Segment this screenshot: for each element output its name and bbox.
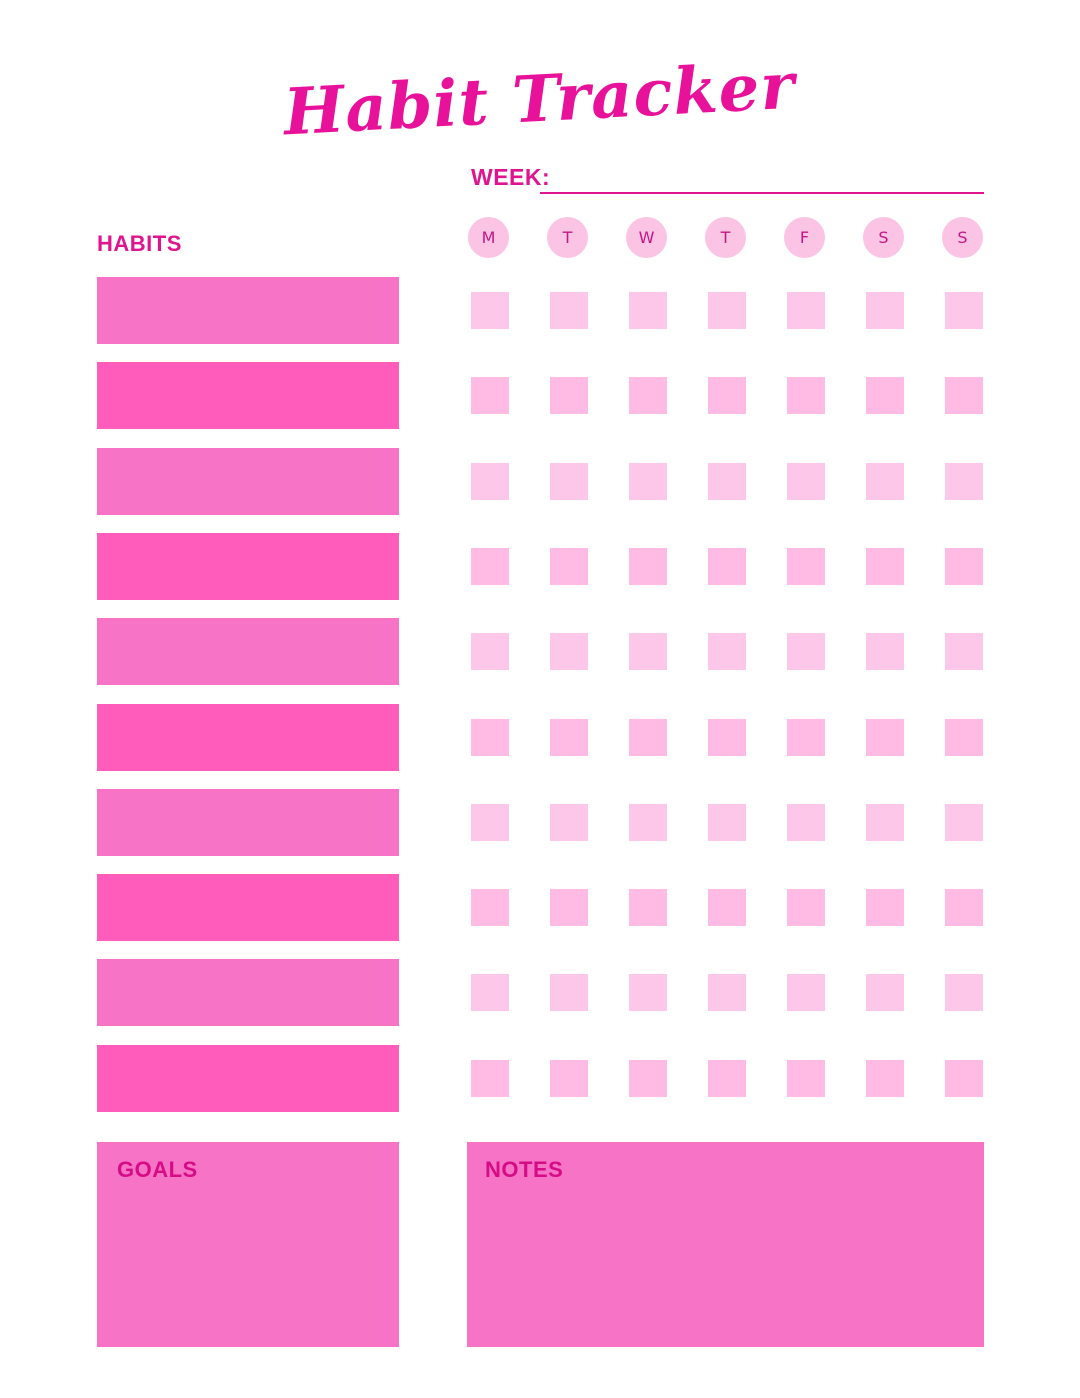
habit-2-day-6-checkbox[interactable]: [866, 377, 904, 414]
habit-6-day-7-checkbox[interactable]: [945, 719, 983, 756]
habit-8-day-4-checkbox[interactable]: [708, 889, 746, 926]
habit-4-day-1-checkbox[interactable]: [471, 548, 509, 585]
habit-5-day-1-checkbox[interactable]: [471, 633, 509, 670]
habit-10-day-2-checkbox[interactable]: [550, 1060, 588, 1097]
habit-8-day-2-checkbox[interactable]: [550, 889, 588, 926]
day-thursday: T: [705, 217, 746, 258]
habit-1-day-4-checkbox[interactable]: [708, 292, 746, 329]
habit-7-day-3-checkbox[interactable]: [629, 804, 667, 841]
habit-5-day-7-checkbox[interactable]: [945, 633, 983, 670]
habit-6-day-3-checkbox[interactable]: [629, 719, 667, 756]
habit-10-day-6-checkbox[interactable]: [866, 1060, 904, 1097]
habit-5-day-3-checkbox[interactable]: [629, 633, 667, 670]
habit-4-day-4-checkbox[interactable]: [708, 548, 746, 585]
habit-6-day-4-checkbox[interactable]: [708, 719, 746, 756]
habit-9-day-5-checkbox[interactable]: [787, 974, 825, 1011]
habit-10-day-7-checkbox[interactable]: [945, 1060, 983, 1097]
habit-1-day-2-checkbox[interactable]: [550, 292, 588, 329]
habit-1-day-6-checkbox[interactable]: [866, 292, 904, 329]
habit-input-4[interactable]: [97, 533, 399, 600]
habit-9-day-7-checkbox[interactable]: [945, 974, 983, 1011]
week-input-line[interactable]: [540, 192, 984, 194]
habit-2-day-3-checkbox[interactable]: [629, 377, 667, 414]
habit-9-day-6-checkbox[interactable]: [866, 974, 904, 1011]
habit-3-day-6-checkbox[interactable]: [866, 463, 904, 500]
day-monday: M: [468, 217, 509, 258]
habit-10-day-3-checkbox[interactable]: [629, 1060, 667, 1097]
habit-5-day-4-checkbox[interactable]: [708, 633, 746, 670]
habit-input-8[interactable]: [97, 874, 399, 941]
habit-10-day-1-checkbox[interactable]: [471, 1060, 509, 1097]
habit-6-day-1-checkbox[interactable]: [471, 719, 509, 756]
habit-4-day-3-checkbox[interactable]: [629, 548, 667, 585]
habit-3-day-7-checkbox[interactable]: [945, 463, 983, 500]
habit-input-2[interactable]: [97, 362, 399, 429]
habit-6-day-2-checkbox[interactable]: [550, 719, 588, 756]
habit-9-day-3-checkbox[interactable]: [629, 974, 667, 1011]
habit-3-day-1-checkbox[interactable]: [471, 463, 509, 500]
goals-panel[interactable]: GOALS: [97, 1142, 399, 1347]
habit-8-day-5-checkbox[interactable]: [787, 889, 825, 926]
habit-10-day-5-checkbox[interactable]: [787, 1060, 825, 1097]
habit-2-day-1-checkbox[interactable]: [471, 377, 509, 414]
habit-5-day-2-checkbox[interactable]: [550, 633, 588, 670]
day-sunday: S: [942, 217, 983, 258]
week-label: WEEK:: [471, 164, 551, 190]
habit-7-day-4-checkbox[interactable]: [708, 804, 746, 841]
habit-1-day-5-checkbox[interactable]: [787, 292, 825, 329]
habit-input-5[interactable]: [97, 618, 399, 685]
habit-9-day-4-checkbox[interactable]: [708, 974, 746, 1011]
habit-7-day-5-checkbox[interactable]: [787, 804, 825, 841]
habit-7-day-1-checkbox[interactable]: [471, 804, 509, 841]
habit-6-day-6-checkbox[interactable]: [866, 719, 904, 756]
habit-1-day-3-checkbox[interactable]: [629, 292, 667, 329]
habit-4-day-5-checkbox[interactable]: [787, 548, 825, 585]
habit-3-day-3-checkbox[interactable]: [629, 463, 667, 500]
habit-8-day-6-checkbox[interactable]: [866, 889, 904, 926]
habit-input-9[interactable]: [97, 959, 399, 1026]
page-title: Habit Tracker: [281, 48, 797, 151]
habit-input-7[interactable]: [97, 789, 399, 856]
habit-7-day-6-checkbox[interactable]: [866, 804, 904, 841]
habit-2-day-7-checkbox[interactable]: [945, 377, 983, 414]
habits-label: HABITS: [97, 231, 182, 256]
habit-4-day-2-checkbox[interactable]: [550, 548, 588, 585]
day-friday: F: [784, 217, 825, 258]
habit-8-day-3-checkbox[interactable]: [629, 889, 667, 926]
habit-2-day-2-checkbox[interactable]: [550, 377, 588, 414]
habit-9-day-2-checkbox[interactable]: [550, 974, 588, 1011]
day-wednesday: W: [626, 217, 667, 258]
habit-4-day-6-checkbox[interactable]: [866, 548, 904, 585]
habit-3-day-2-checkbox[interactable]: [550, 463, 588, 500]
goals-label: GOALS: [117, 1157, 198, 1182]
habit-2-day-4-checkbox[interactable]: [708, 377, 746, 414]
habit-10-day-4-checkbox[interactable]: [708, 1060, 746, 1097]
notes-panel[interactable]: NOTES: [467, 1142, 984, 1347]
habit-8-day-7-checkbox[interactable]: [945, 889, 983, 926]
habit-5-day-5-checkbox[interactable]: [787, 633, 825, 670]
habit-7-day-2-checkbox[interactable]: [550, 804, 588, 841]
habit-input-3[interactable]: [97, 448, 399, 515]
habit-1-day-1-checkbox[interactable]: [471, 292, 509, 329]
habit-5-day-6-checkbox[interactable]: [866, 633, 904, 670]
habit-3-day-5-checkbox[interactable]: [787, 463, 825, 500]
habit-4-day-7-checkbox[interactable]: [945, 548, 983, 585]
habit-7-day-7-checkbox[interactable]: [945, 804, 983, 841]
habit-1-day-7-checkbox[interactable]: [945, 292, 983, 329]
day-tuesday: T: [547, 217, 588, 258]
habit-3-day-4-checkbox[interactable]: [708, 463, 746, 500]
habit-input-6[interactable]: [97, 704, 399, 771]
habit-9-day-1-checkbox[interactable]: [471, 974, 509, 1011]
habit-input-10[interactable]: [97, 1045, 399, 1112]
habit-2-day-5-checkbox[interactable]: [787, 377, 825, 414]
day-saturday: S: [863, 217, 904, 258]
habit-6-day-5-checkbox[interactable]: [787, 719, 825, 756]
habit-input-1[interactable]: [97, 277, 399, 344]
notes-label: NOTES: [485, 1157, 564, 1182]
habit-8-day-1-checkbox[interactable]: [471, 889, 509, 926]
